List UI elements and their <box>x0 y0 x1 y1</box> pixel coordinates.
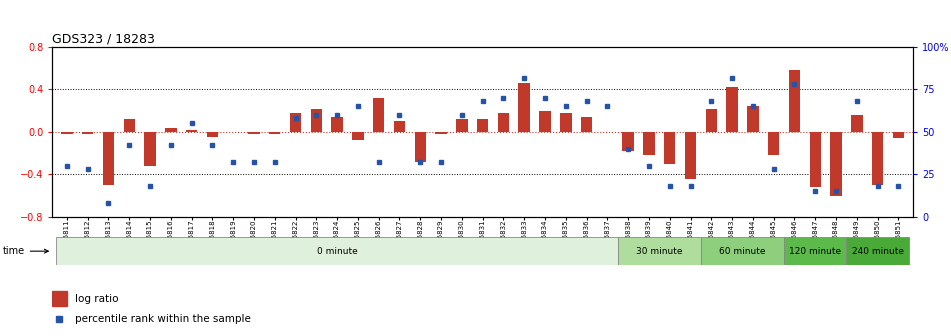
Bar <box>456 119 468 132</box>
Bar <box>311 109 322 132</box>
Bar <box>206 132 218 137</box>
Bar <box>52 291 67 306</box>
Bar <box>373 98 384 132</box>
Bar <box>618 237 701 265</box>
Bar <box>727 87 738 132</box>
Text: 60 minute: 60 minute <box>719 247 766 256</box>
Text: GDS323 / 18283: GDS323 / 18283 <box>52 33 155 46</box>
Bar <box>872 132 883 185</box>
Bar <box>331 117 342 132</box>
Text: 0 minute: 0 minute <box>317 247 358 256</box>
Bar <box>706 109 717 132</box>
Bar <box>893 132 904 138</box>
Bar <box>685 132 696 178</box>
Bar <box>476 119 489 132</box>
Text: percentile rank within the sample: percentile rank within the sample <box>75 314 251 324</box>
Bar <box>124 119 135 132</box>
Text: log ratio: log ratio <box>75 294 119 304</box>
Bar <box>145 132 156 166</box>
Bar <box>56 237 618 265</box>
Bar <box>497 113 509 132</box>
Bar <box>269 132 281 134</box>
Text: 30 minute: 30 minute <box>636 247 683 256</box>
Bar <box>61 132 72 134</box>
Bar <box>394 121 405 132</box>
Bar <box>290 113 301 132</box>
Bar <box>846 237 909 265</box>
Bar <box>518 83 530 132</box>
Bar <box>185 130 197 132</box>
Bar <box>768 132 780 155</box>
Bar <box>788 70 800 132</box>
Bar <box>851 115 863 132</box>
Bar <box>103 132 114 185</box>
Bar <box>82 132 93 134</box>
Bar <box>809 132 821 187</box>
Text: time: time <box>3 246 49 256</box>
Bar <box>415 132 426 162</box>
Bar <box>701 237 784 265</box>
Bar <box>165 128 177 132</box>
Bar <box>830 132 842 196</box>
Text: 240 minute: 240 minute <box>851 247 903 256</box>
Text: 120 minute: 120 minute <box>789 247 842 256</box>
Bar <box>560 113 572 132</box>
Bar <box>248 132 260 134</box>
Bar <box>436 132 447 134</box>
Bar <box>784 237 846 265</box>
Bar <box>352 132 363 140</box>
Bar <box>623 132 634 151</box>
Bar <box>747 107 759 132</box>
Bar <box>664 132 675 164</box>
Bar <box>539 111 551 132</box>
Bar <box>643 132 654 155</box>
Bar <box>581 117 592 132</box>
